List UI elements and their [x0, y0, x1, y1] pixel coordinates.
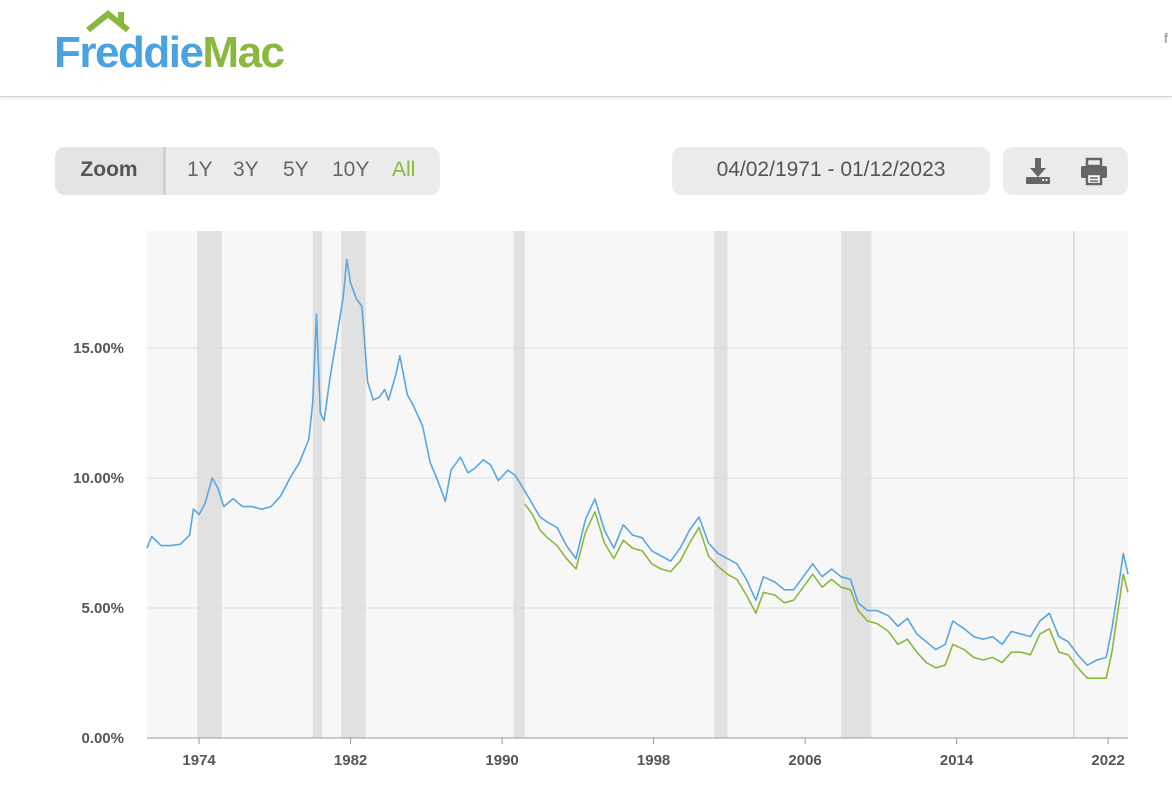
- x-tick-label: 1982: [334, 752, 367, 769]
- x-tick-label: 2022: [1091, 752, 1124, 769]
- y-tick-label: 0.00%: [81, 730, 124, 747]
- series-line-blue: [146, 258, 1129, 666]
- recession-band-4: [714, 231, 728, 738]
- y-tick-label: 10.00%: [73, 470, 124, 487]
- plot-area: [147, 231, 1128, 738]
- site-header: FreddieMac f: [0, 0, 1172, 97]
- x-tick-label: 1990: [485, 752, 518, 769]
- recession-band-5: [841, 231, 872, 738]
- x-tick-label: 2014: [940, 752, 974, 769]
- recession-band-0: [197, 231, 222, 738]
- chart-actions: [1003, 147, 1128, 195]
- y-tick-label: 15.00%: [73, 340, 124, 357]
- edge-glyph: f: [1164, 30, 1168, 46]
- x-tick-label: 2006: [788, 752, 821, 769]
- recession-band-1: [312, 231, 323, 738]
- logo-wordmark: FreddieMac: [54, 28, 285, 78]
- download-icon[interactable]: [1022, 155, 1054, 187]
- printer-icon[interactable]: [1078, 155, 1110, 187]
- zoom-5y-button[interactable]: 5Y: [283, 158, 309, 181]
- x-tick-label: 1974: [182, 752, 216, 769]
- zoom-1y-button[interactable]: 1Y: [187, 158, 213, 181]
- zoom-all-button[interactable]: All: [392, 158, 416, 181]
- date-range-display[interactable]: 04/02/1971 - 01/12/2023: [672, 147, 990, 195]
- zoom-control: Zoom 1Y 3Y 5Y 10Y All: [55, 147, 440, 195]
- recession-band-3: [513, 231, 525, 738]
- x-tick-label: 1998: [637, 752, 670, 769]
- zoom-3y-button[interactable]: 3Y: [233, 158, 259, 181]
- logo-text-mac: Mac: [202, 28, 285, 77]
- series-line-green: [524, 503, 1129, 679]
- y-tick-label: 5.00%: [81, 600, 124, 617]
- recession-band-2: [341, 231, 366, 738]
- logo-text-freddie: Freddie: [54, 28, 204, 77]
- freddie-mac-logo[interactable]: FreddieMac: [54, 10, 314, 80]
- zoom-10y-button[interactable]: 10Y: [332, 158, 370, 181]
- zoom-label: Zoom: [55, 147, 166, 195]
- house-roof-icon: [86, 10, 130, 32]
